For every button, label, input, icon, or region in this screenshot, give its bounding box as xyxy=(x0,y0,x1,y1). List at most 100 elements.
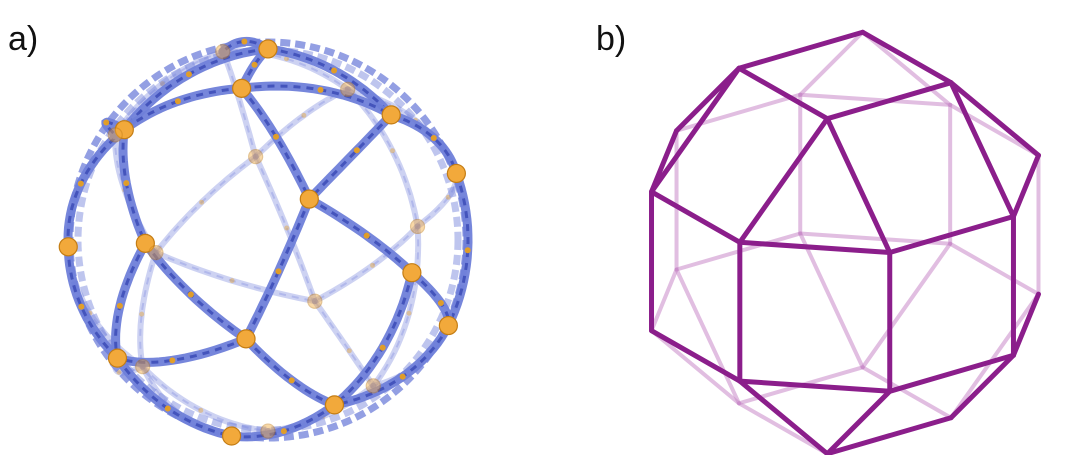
ligand-ring-pattern xyxy=(221,39,269,53)
sulfur-atom xyxy=(317,86,324,93)
ligand-ring-pattern xyxy=(416,173,458,228)
metal-node xyxy=(365,378,381,394)
polyhedron-edge xyxy=(649,328,743,384)
sphere-front-layer xyxy=(63,36,473,442)
sulfur-atom xyxy=(169,357,176,364)
sulfur-atom xyxy=(273,133,280,140)
sulfur-atom xyxy=(160,81,166,87)
polyhedron-edge xyxy=(649,189,743,245)
ligand-ring-pattern xyxy=(155,251,315,303)
ligand-ring-pattern xyxy=(240,87,311,200)
polyhedron-edge xyxy=(948,80,1016,219)
polyhedron-edge xyxy=(737,378,830,455)
metal-node xyxy=(135,233,155,253)
polyhedron-edge xyxy=(674,267,741,406)
ligand-strand xyxy=(112,48,226,138)
metal-node xyxy=(248,148,264,165)
polyhedron-edge xyxy=(737,239,893,256)
sulfur-atom xyxy=(123,180,130,187)
ligand-ring-pattern xyxy=(372,226,420,387)
panel-b-label: b) xyxy=(596,20,627,58)
metal-node xyxy=(215,44,231,60)
ligand-ring-pattern xyxy=(390,113,458,174)
sulfur-atom xyxy=(445,194,451,200)
ligand-strand xyxy=(137,249,159,370)
metal-node xyxy=(409,218,426,235)
polyhedron-edge xyxy=(649,267,679,333)
polyhedron-edge xyxy=(824,415,954,455)
polyhedron-edge xyxy=(948,241,1041,297)
sulfur-atom xyxy=(464,247,471,254)
polyhedron-edge xyxy=(824,80,954,122)
polyhedron-edge xyxy=(860,241,953,370)
ligand-ring-pattern xyxy=(117,337,247,364)
ligand-ring-pattern xyxy=(308,113,393,201)
ligand-strand xyxy=(370,223,422,389)
polyhedron-edge xyxy=(736,65,830,122)
sulfur-atom xyxy=(241,38,248,45)
sulfur-atom xyxy=(275,268,282,275)
sulfur-atom xyxy=(346,348,352,354)
ligand-strand xyxy=(241,334,339,410)
metal-node xyxy=(148,245,164,261)
sulfur-atom xyxy=(251,61,258,68)
polyhedron-edge xyxy=(860,29,954,86)
sulfur-atom xyxy=(331,67,338,74)
rhombicuboctahedron-wireframe xyxy=(649,29,1041,455)
polyhedron-edge xyxy=(949,292,1041,420)
polyhedron-edge xyxy=(798,30,865,97)
sulfur-atom xyxy=(406,310,412,316)
sulfur-atom xyxy=(187,291,194,298)
sulfur-atom xyxy=(390,148,396,154)
ligand-strand xyxy=(252,153,318,305)
ligand-strand xyxy=(152,153,259,256)
sulfur-atom xyxy=(116,302,123,309)
metal-node xyxy=(299,189,319,209)
sulfur-atom xyxy=(229,278,235,284)
polyhedron-edge xyxy=(824,116,893,256)
sulfur-atom xyxy=(164,405,171,412)
sulfur-atom xyxy=(103,119,110,126)
polyhedron-front-edges xyxy=(649,29,1041,455)
polyhedron-edge xyxy=(736,29,866,71)
ligand-ring-pattern xyxy=(244,337,336,407)
sphere-back-layer xyxy=(65,38,470,442)
polyhedron-edge xyxy=(798,231,865,370)
sulfur-atom xyxy=(399,373,406,380)
polyhedron-edge xyxy=(649,328,741,406)
sulfur-atom xyxy=(363,232,370,239)
metal-node xyxy=(340,81,356,97)
metal-node xyxy=(232,78,252,98)
metal-node xyxy=(114,120,134,140)
polyhedron-edge xyxy=(736,401,830,455)
panel-a-label: a) xyxy=(8,20,39,58)
ligand-ring-pattern xyxy=(314,225,419,303)
sulfur-atom xyxy=(78,303,85,310)
sulfur-atom xyxy=(370,262,376,268)
metal-node xyxy=(446,163,466,184)
metal-node xyxy=(381,105,401,125)
metal-node xyxy=(324,395,345,415)
sulfur-atom xyxy=(139,311,145,317)
sulfur-atom xyxy=(116,369,122,375)
metal-nodes-layer xyxy=(58,39,466,446)
polyhedron-edge xyxy=(948,80,1041,158)
metal-node xyxy=(402,263,422,283)
sulfur-atom xyxy=(437,300,444,307)
metal-node xyxy=(135,359,151,375)
sulfur-atom xyxy=(284,225,290,231)
metal-organic-sphere-structure xyxy=(58,36,473,446)
ligand-ring-pattern xyxy=(155,155,257,254)
polyhedron-edge xyxy=(737,116,830,245)
sulfur-atom xyxy=(353,147,360,154)
metal-node xyxy=(258,39,278,59)
sulfur-atom xyxy=(280,428,287,435)
metal-node xyxy=(107,348,128,368)
sulfur-atom xyxy=(283,56,289,62)
ligand-ring-pattern xyxy=(141,365,269,433)
ligand-strand xyxy=(344,86,421,230)
polyhedron-edge xyxy=(649,65,742,195)
ligand-strand xyxy=(152,249,318,305)
metal-node xyxy=(307,293,323,309)
ligand-strand xyxy=(311,223,421,305)
